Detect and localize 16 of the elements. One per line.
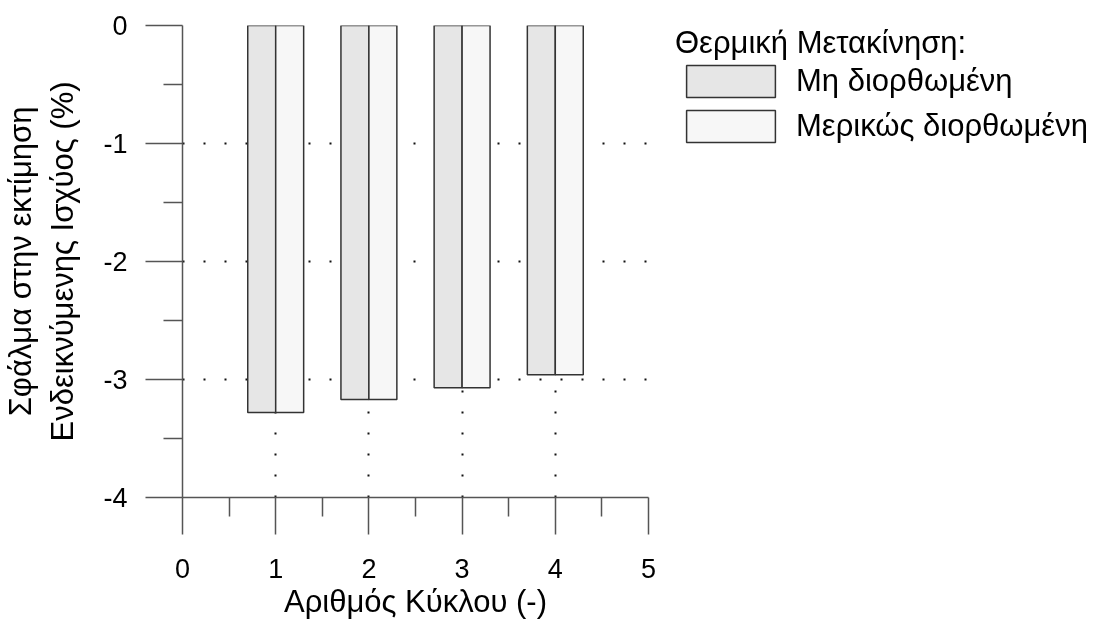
x-tick-label: 0 [174, 553, 191, 584]
y-tick-label: -3 [103, 365, 128, 395]
x-tick-label: 3 [454, 553, 470, 584]
x-axis-title: Αριθμός Κύκλου (-) [283, 583, 548, 619]
legend-label: Μερικώς διορθωμένη [796, 107, 1088, 145]
legend-title: Θερμική Μετακίνηση: [675, 25, 968, 61]
y-tick-label: 0 [112, 11, 128, 41]
x-tick-label: 5 [640, 553, 657, 584]
legend-label: Μη διορθωμένη [796, 62, 1013, 100]
x-tick-label: 4 [547, 553, 563, 584]
y-axis-title: Σφάλμα στην εκτίμηση Ενδεικνύμενης Ισχύος (%) [3, 81, 81, 442]
y-tick-label: -2 [103, 247, 128, 277]
x-tick-label: 1 [268, 553, 284, 584]
y-tick-label: -4 [103, 483, 128, 513]
y-tick-label: -1 [103, 129, 128, 159]
x-tick-label: 2 [361, 553, 377, 584]
